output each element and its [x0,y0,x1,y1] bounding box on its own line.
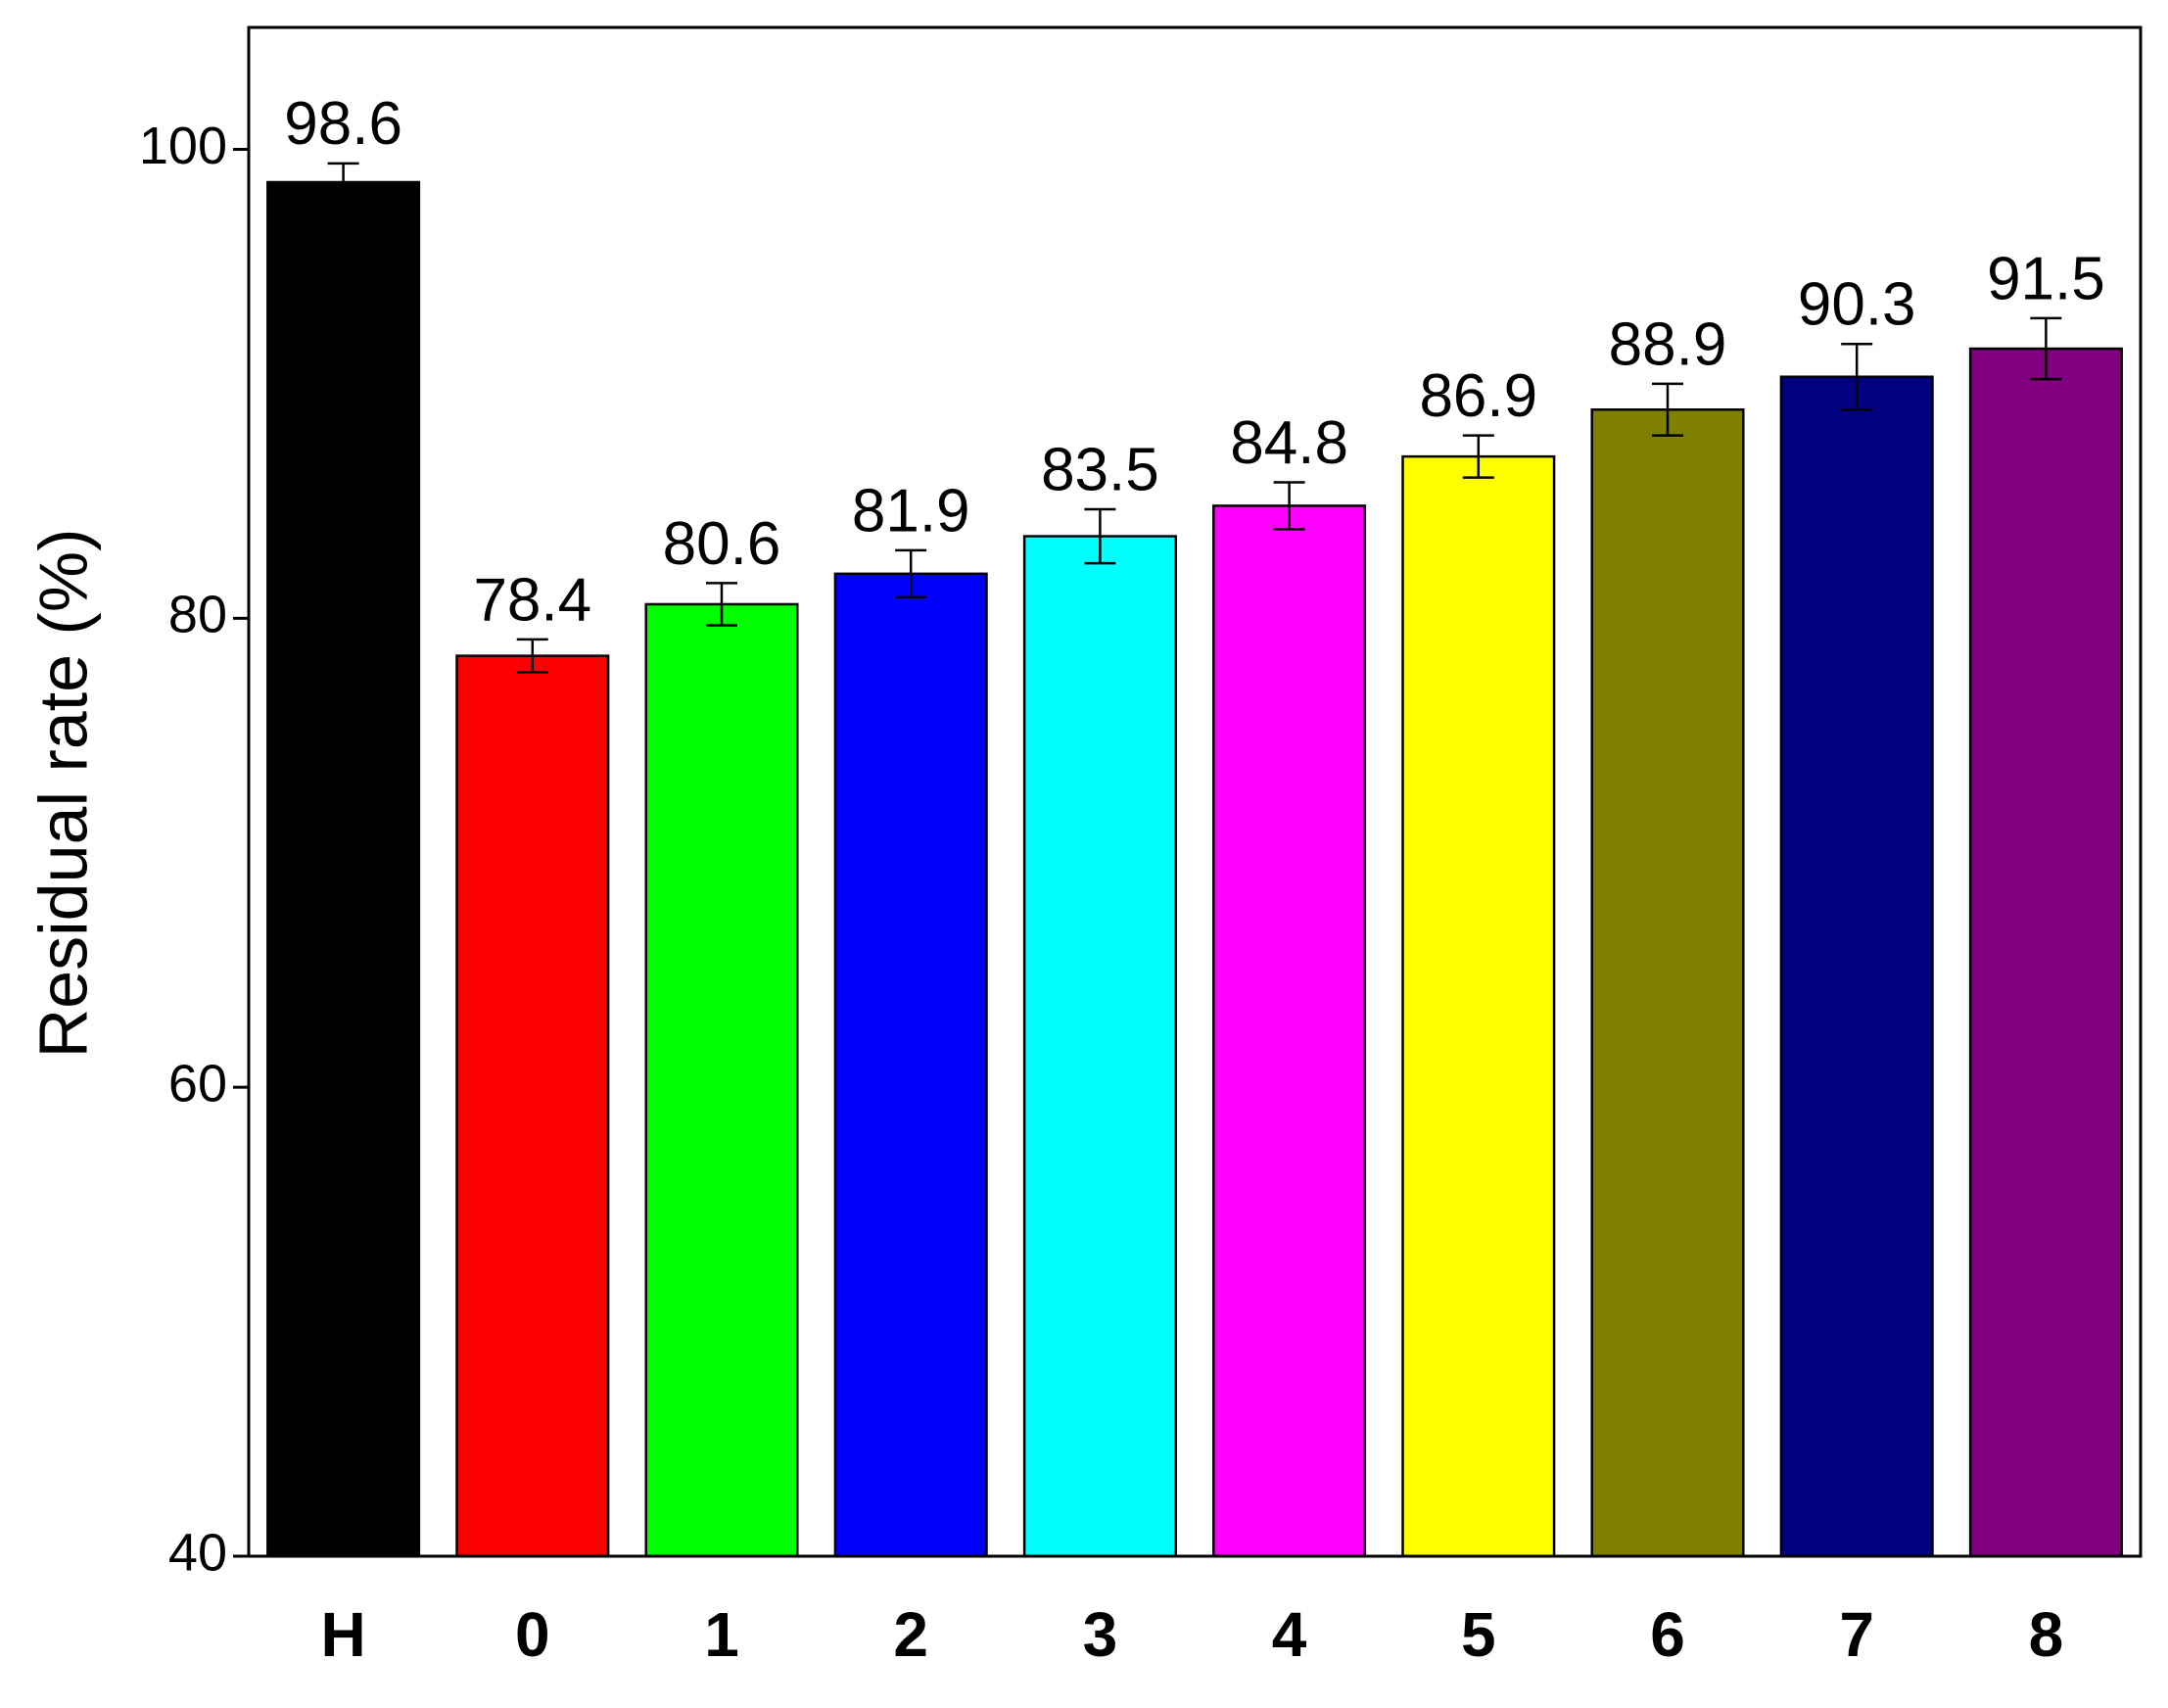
error-bar [706,582,737,627]
error-bar [327,162,359,203]
error-bar [1652,382,1683,437]
x-tick-label: 7 [1839,1599,1874,1670]
y-tick-label: 80 [168,586,227,644]
error-bar [516,638,548,674]
value-label: 81.9 [852,477,970,545]
error-bar [2030,316,2062,381]
bar [833,572,988,1558]
error-bar [1462,434,1494,479]
y-tick-label: 40 [168,1523,227,1582]
bar [1968,347,2123,1558]
x-tick-label: 0 [515,1599,550,1670]
y-tick-label: 60 [168,1054,227,1113]
value-label: 90.3 [1798,271,1916,339]
y-tick-label: 100 [139,117,227,175]
value-label: 86.9 [1419,362,1537,430]
error-bar [1273,481,1305,531]
error-bar [895,548,927,599]
bar [455,654,610,1558]
bar [1590,408,1745,1558]
x-tick-label: 6 [1650,1599,1685,1670]
bar [1401,454,1556,1558]
x-tick-label: 2 [893,1599,928,1670]
value-label: 83.5 [1041,436,1159,503]
x-tick-label: H [320,1599,365,1670]
x-tick-label: 3 [1083,1599,1118,1670]
x-tick-label: 5 [1461,1599,1496,1670]
bar [1212,504,1367,1558]
bar [1779,375,1934,1558]
value-label: 78.4 [473,566,591,634]
error-bar [1084,507,1116,565]
bar [1022,535,1177,1558]
plot-frame [247,25,2143,1558]
value-label: 84.8 [1230,409,1348,477]
value-label: 80.6 [663,510,781,578]
bar [644,602,799,1558]
x-tick-label: 1 [704,1599,739,1670]
value-label: 98.6 [284,90,402,158]
y-axis-title: Residual rate (%) [24,529,101,1059]
bar [266,180,421,1558]
value-label: 88.9 [1609,310,1727,378]
x-tick-label: 8 [2029,1599,2064,1670]
value-label: 91.5 [1987,245,2105,312]
error-bar [1841,342,1873,411]
x-tick-label: 4 [1272,1599,1307,1670]
